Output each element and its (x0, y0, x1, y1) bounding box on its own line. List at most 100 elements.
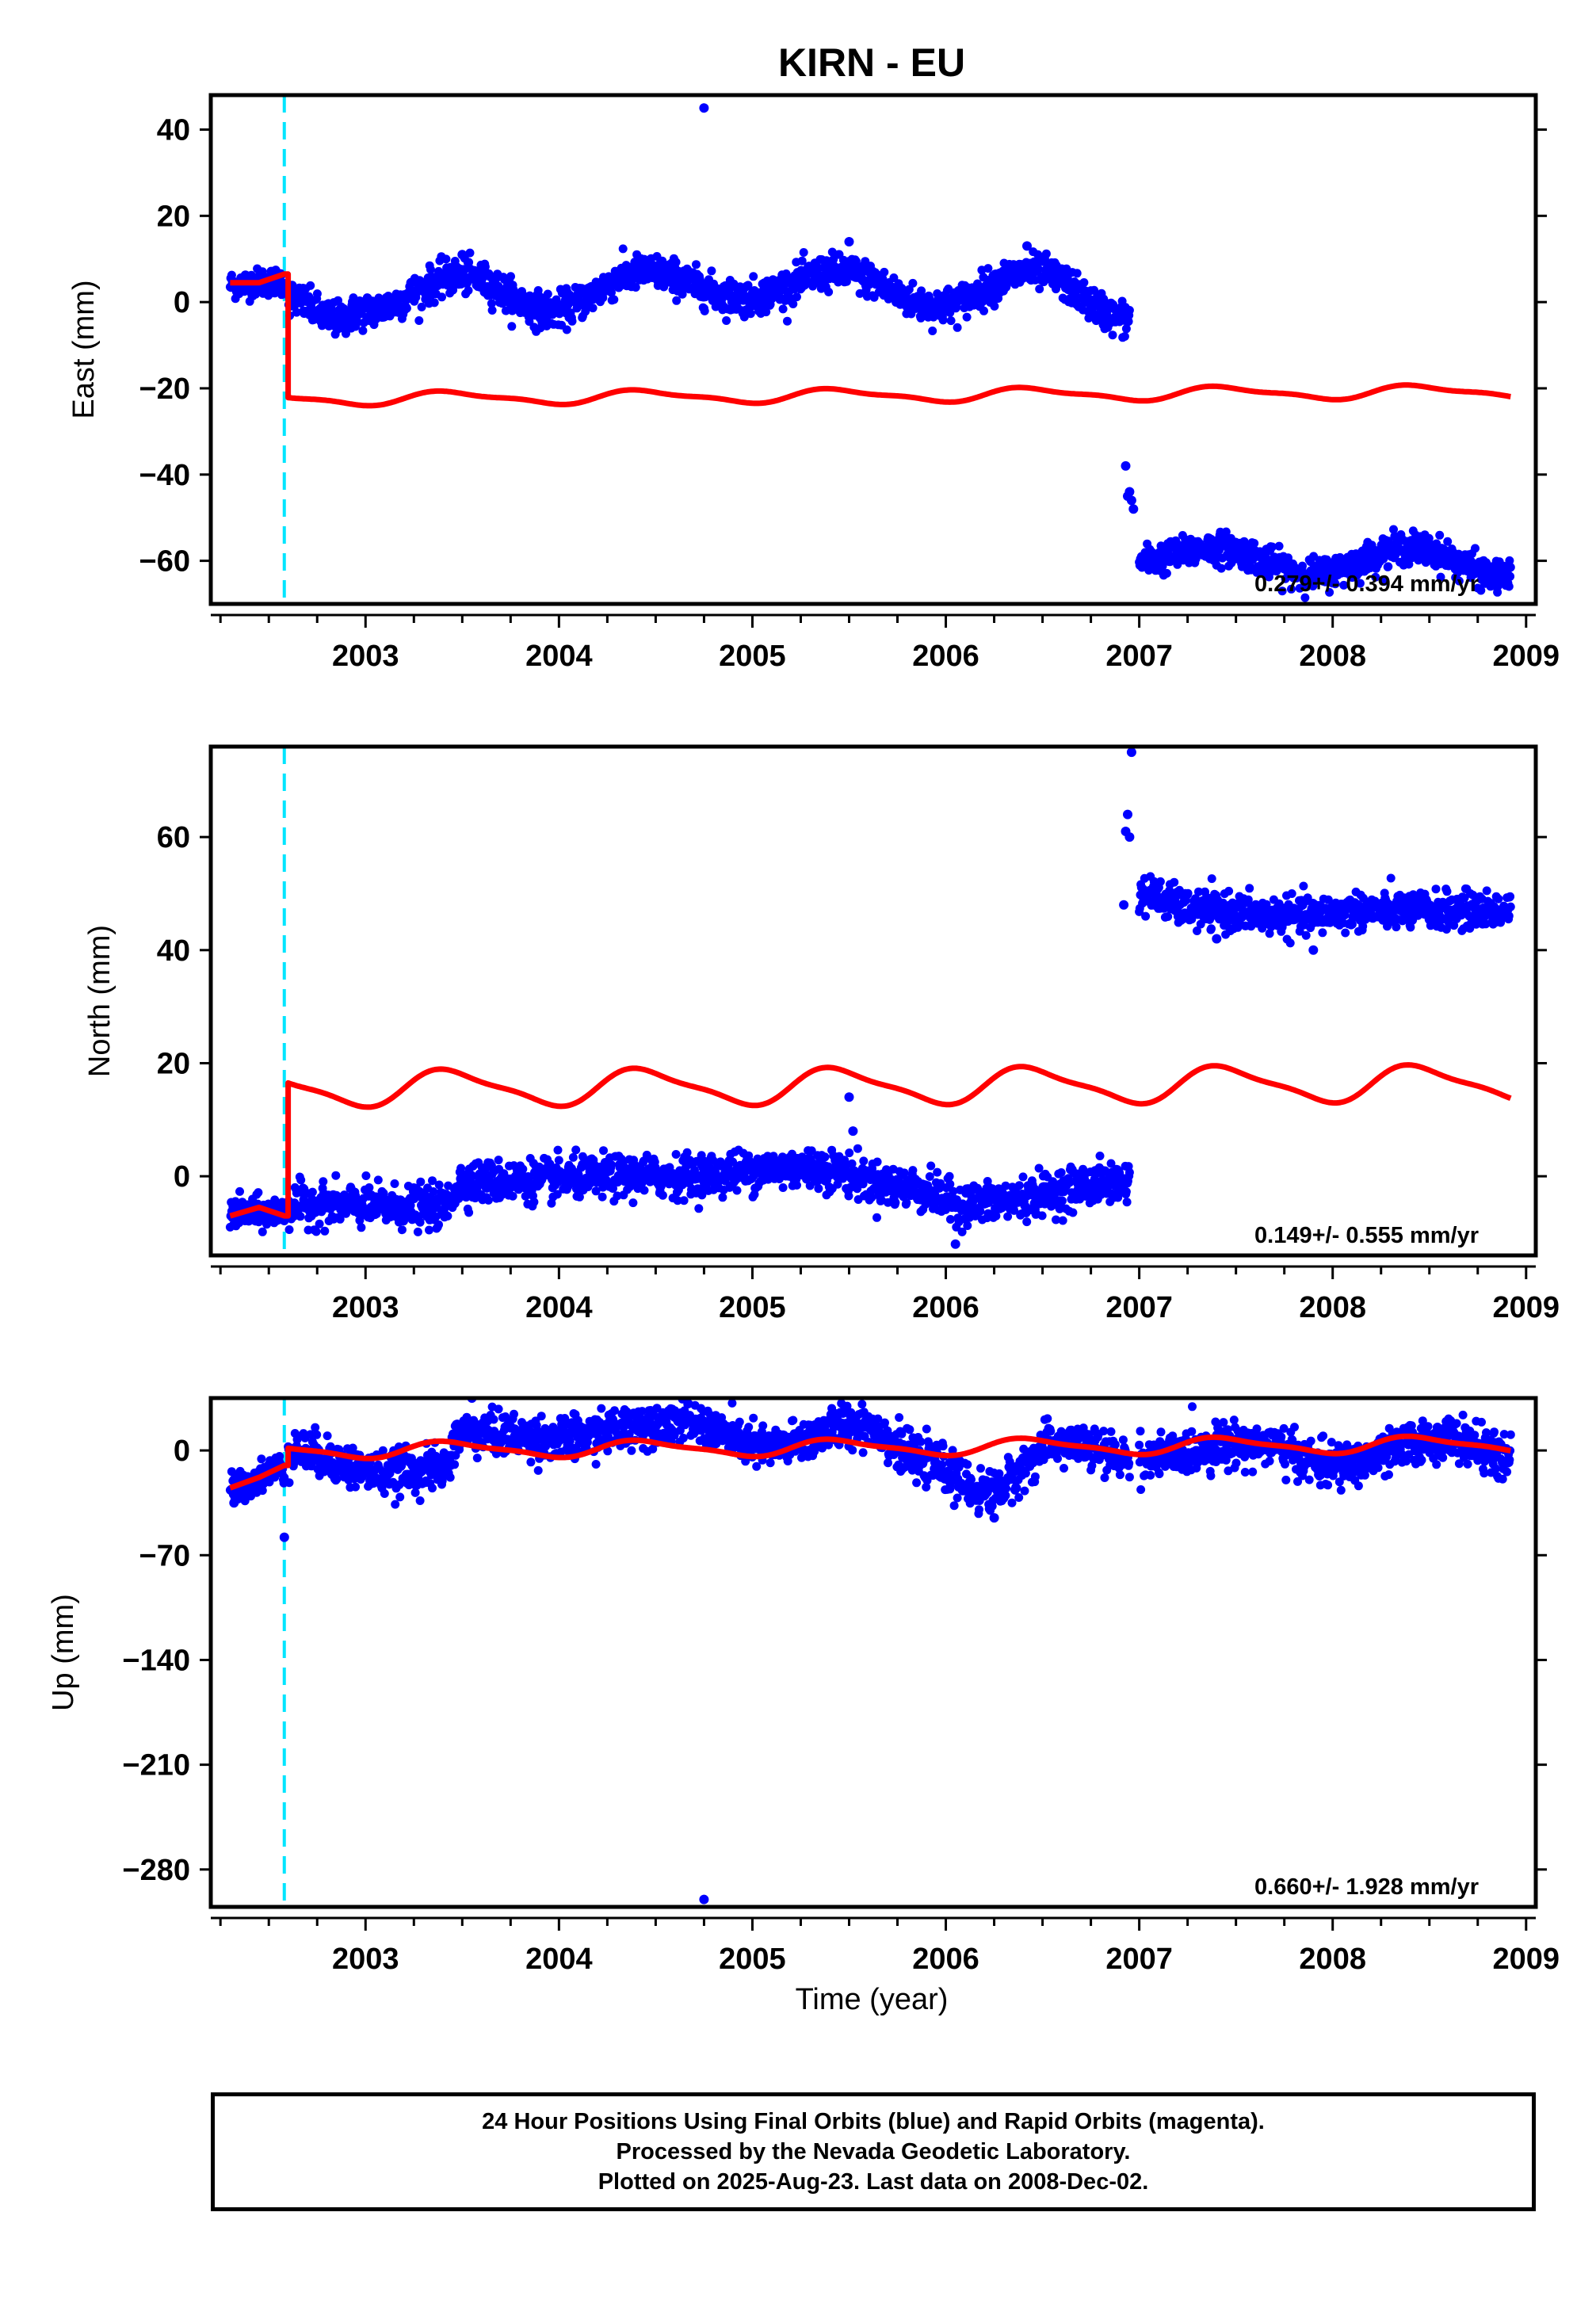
data-point (599, 1146, 608, 1156)
data-point (746, 309, 755, 319)
data-point (357, 1223, 366, 1232)
data-point (671, 1150, 681, 1159)
model-fit-line (230, 271, 1512, 409)
data-point (807, 1146, 816, 1156)
data-point (1504, 582, 1514, 591)
data-point (307, 1187, 317, 1197)
data-point (235, 1186, 244, 1196)
data-point (1001, 1181, 1010, 1190)
data-point (429, 1187, 438, 1196)
data-point-outlier (457, 250, 468, 260)
data-point (697, 1190, 707, 1200)
data-point (443, 1211, 452, 1221)
data-point (1442, 887, 1452, 896)
data-point (1106, 1159, 1116, 1168)
data-point (257, 1454, 266, 1464)
data-point (640, 1186, 649, 1195)
data-point (1108, 330, 1117, 340)
data-point (938, 315, 948, 325)
series-final-orbits (225, 103, 1515, 602)
data-point (945, 1179, 955, 1189)
data-point (319, 1177, 328, 1186)
data-point (365, 1183, 374, 1192)
data-point (700, 306, 709, 315)
data-point (692, 260, 701, 269)
data-point (1443, 537, 1453, 546)
data-point (880, 267, 889, 277)
data-point (609, 295, 619, 304)
data-point (1303, 893, 1312, 903)
data-point (607, 288, 616, 297)
data-point (588, 304, 598, 313)
data-point (1065, 1178, 1075, 1187)
data-point-outlier (1121, 460, 1131, 471)
data-point (1471, 544, 1480, 553)
data-point (1216, 564, 1226, 573)
data-point (928, 327, 937, 335)
data-point-outlier (1128, 504, 1139, 514)
data-point (1048, 1177, 1057, 1186)
data-point (1301, 930, 1311, 940)
data-point (814, 1184, 823, 1194)
data-point (867, 1193, 876, 1202)
data-point (990, 301, 999, 311)
data-point (926, 1161, 936, 1171)
data-point (1250, 539, 1259, 548)
data-point (1120, 332, 1129, 341)
data-point (750, 1190, 759, 1199)
data-point (1183, 888, 1193, 898)
data-point (925, 1172, 934, 1181)
data-point (1267, 542, 1277, 552)
data-point (1158, 562, 1167, 571)
data-point (672, 296, 682, 305)
data-point (1149, 877, 1159, 886)
data-point (797, 256, 807, 266)
y-tick-label: 0 (174, 286, 190, 319)
data-point (908, 278, 918, 288)
x-tick-label: 2005 (719, 640, 786, 673)
x-tick-label: 2003 (332, 1291, 399, 1324)
data-point-outlier (1126, 747, 1136, 758)
data-point (1318, 928, 1327, 938)
data-point (1406, 923, 1415, 932)
data-point (778, 304, 788, 314)
data-point (1287, 889, 1296, 898)
data-point (1079, 278, 1089, 287)
data-point (743, 281, 753, 290)
data-point (400, 1212, 410, 1221)
data-point (1281, 574, 1290, 583)
data-point (983, 264, 993, 273)
data-point-outlier (1123, 809, 1132, 820)
data-point (945, 1215, 955, 1224)
data-point (1380, 577, 1388, 586)
data-point (292, 308, 301, 317)
y-tick-label: −60 (139, 545, 190, 579)
data-point (575, 1192, 584, 1202)
series-final-orbits (225, 1398, 1515, 1905)
data-point-outlier (1022, 241, 1032, 251)
data-point (1371, 572, 1380, 582)
data-point (1095, 1152, 1105, 1160)
x-tick-label: 2004 (525, 1291, 593, 1324)
data-point (227, 270, 236, 280)
data-point (444, 1181, 453, 1190)
data-point (1476, 586, 1486, 595)
data-point (1245, 884, 1254, 893)
data-point (494, 1156, 503, 1165)
data-point (468, 1171, 477, 1181)
plot-frame (208, 93, 1538, 606)
data-point (571, 1145, 581, 1155)
data-point (525, 317, 534, 327)
data-point (284, 1225, 294, 1234)
y-axis-label: North (mm) (83, 925, 116, 1077)
data-point (1504, 911, 1514, 921)
data-point (1449, 921, 1459, 930)
data-point (1392, 923, 1401, 932)
data-point (1325, 587, 1334, 597)
data-point (1035, 285, 1044, 294)
data-point (833, 1179, 842, 1189)
data-point (1037, 1211, 1047, 1221)
